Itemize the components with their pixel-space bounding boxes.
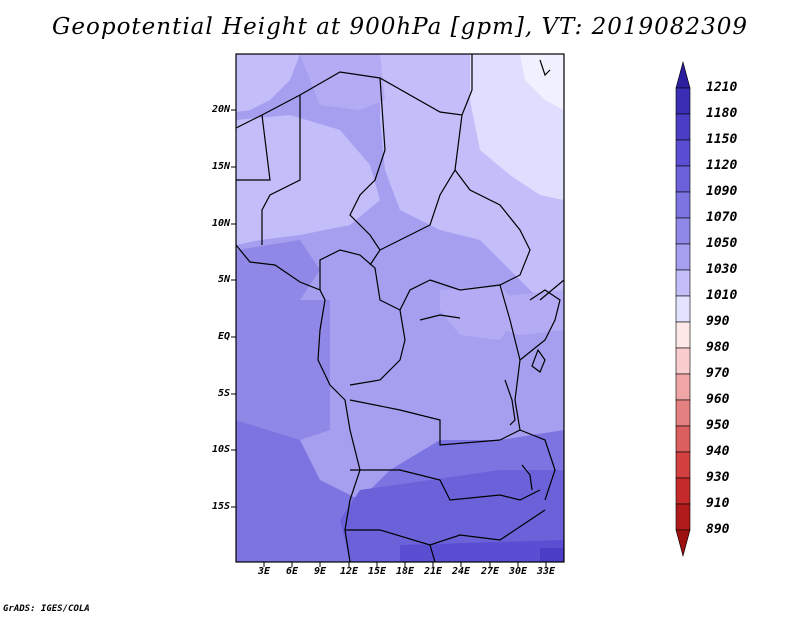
colorbar-segment [675,399,691,427]
colorbar-label: 1180 [706,106,738,121]
colorbar-label: 1050 [706,236,738,251]
colorbar-segment [675,425,691,453]
colorbar-segment [675,243,691,271]
colorbar-label: 1030 [706,262,738,277]
lat-label: 20N [211,104,230,115]
colorbar-segment [675,503,691,531]
colorbar-label: 1010 [706,288,738,303]
colorbar-segment [675,191,691,219]
lat-label: 15N [211,161,230,172]
lon-label: 33E [536,566,556,577]
colorbar-label: 950 [706,418,730,433]
colorbar-label: 930 [706,470,730,485]
lakes [419,314,546,491]
colorbar-label: 960 [706,392,730,407]
colorbar-segment [675,87,691,115]
lon-ticks [263,562,547,567]
country-borders [235,54,565,563]
colorbar-segment [675,451,691,479]
colorbar-segment [675,60,691,89]
colorbar-label: 1210 [706,80,738,95]
lat-label: 10N [211,218,230,229]
lon-label: 15E [367,566,387,577]
colorbar-label: 970 [706,366,730,381]
colorbar-segment [675,269,691,297]
lat-label: 10S [211,444,230,455]
colorbar-label: 1090 [706,184,738,199]
colorbar-label: 990 [706,314,730,329]
colorbar [675,60,691,558]
colorbar-segment [675,295,691,323]
lon-label: 6E [285,566,299,577]
lon-label: 9E [313,566,327,577]
height-field [236,54,564,562]
colorbar-label: 1150 [706,132,738,147]
lat-label: 15S [211,501,230,512]
colorbar-label: 1070 [706,210,738,225]
lon-label: 24E [451,566,471,577]
map-title: Geopotential Height at 900hPa [gpm], VT:… [52,14,748,40]
lat-label: 5N [217,274,230,285]
colorbar-label: 1120 [706,158,738,173]
lon-label: 30E [508,566,528,577]
lon-label: 18E [395,566,415,577]
colorbar-segment [675,529,691,558]
colorbar-label: 890 [706,522,730,537]
colorbar-segment [675,113,691,141]
colorbar-segment [675,321,691,349]
colorbar-segment [675,347,691,375]
lon-label: 12E [339,566,359,577]
credit-text: GrADS: IGES/COLA [3,604,90,614]
map-frame [235,53,565,563]
colorbar-segment [675,217,691,245]
colorbar-label: 940 [706,444,730,459]
lon-label: 27E [480,566,500,577]
colorbar-segment [675,165,691,193]
colorbar-segment [675,139,691,167]
colorbar-label: 910 [706,496,730,511]
lon-label: 21E [423,566,443,577]
lat-label: 5S [217,388,230,399]
colorbar-segment [675,477,691,505]
lat-label: EQ [217,331,230,342]
colorbar-segment [675,373,691,401]
lat-ticks [231,109,236,508]
lon-label: 3E [257,566,271,577]
colorbar-label: 980 [706,340,730,355]
